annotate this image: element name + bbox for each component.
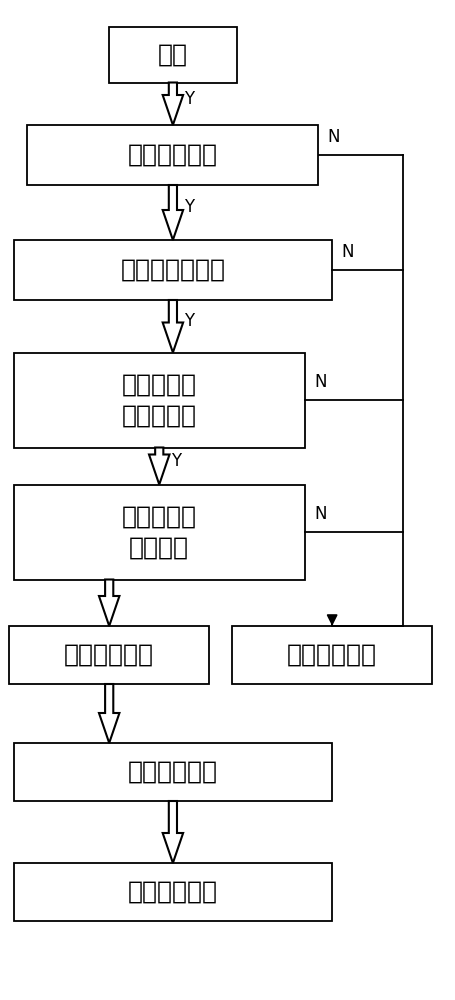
Text: 检测镀通孔
的孔径大小: 检测镀通孔 的孔径大小 — [122, 372, 197, 428]
Text: N: N — [314, 373, 326, 391]
Bar — [9, 626, 209, 684]
Text: N: N — [314, 505, 326, 523]
Polygon shape — [163, 300, 183, 353]
Text: 过滤掉不处理: 过滤掉不处理 — [287, 643, 377, 667]
Bar — [169, 300, 177, 322]
Polygon shape — [163, 83, 183, 125]
Bar — [105, 580, 113, 596]
Bar — [14, 353, 305, 448]
Bar — [14, 484, 305, 579]
Bar — [232, 626, 432, 684]
Polygon shape — [149, 448, 169, 484]
Bar — [14, 863, 332, 921]
Text: Y: Y — [171, 452, 181, 470]
Text: Y: Y — [184, 312, 194, 330]
Polygon shape — [99, 579, 119, 626]
Bar — [105, 684, 113, 713]
Text: 是否为镀通孔: 是否为镀通孔 — [128, 143, 218, 167]
Bar — [109, 27, 237, 83]
Text: 选定的镀通孔: 选定的镀通孔 — [64, 643, 154, 667]
Polygon shape — [163, 801, 183, 863]
Text: N: N — [341, 243, 354, 261]
Polygon shape — [163, 185, 183, 240]
Text: 开始: 开始 — [158, 43, 188, 67]
Text: 电流点的设置: 电流点的设置 — [128, 880, 218, 904]
Bar — [27, 125, 318, 185]
Polygon shape — [99, 684, 119, 743]
Bar — [169, 185, 177, 210]
Text: Y: Y — [184, 90, 194, 108]
Text: N: N — [328, 128, 340, 146]
Bar — [14, 743, 332, 801]
Bar — [169, 83, 177, 95]
Bar — [169, 801, 177, 833]
Bar — [14, 240, 332, 300]
Text: 镀通孔是否开窗: 镀通孔是否开窗 — [121, 258, 225, 282]
Text: 电压点的设置: 电压点的设置 — [128, 760, 218, 784]
Text: 检测镀通孔
是否并联: 检测镀通孔 是否并联 — [122, 504, 197, 560]
Bar — [155, 448, 163, 454]
Text: Y: Y — [184, 198, 194, 217]
